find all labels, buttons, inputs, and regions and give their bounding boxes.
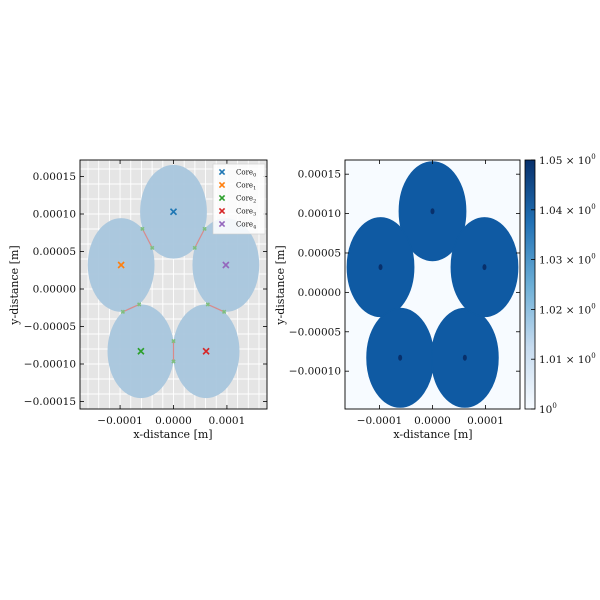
legend-marker-3 — [218, 207, 226, 215]
legend-label-2: Core2 — [236, 195, 256, 205]
right-xtick-label: 0.0000 — [414, 415, 451, 427]
core-marker-3 — [202, 347, 210, 355]
right-chart: −0.0001 0.0000 0.0001 −0.00010 −0.00005 0.000… — [274, 159, 521, 441]
heatmap-core-center-0 — [430, 208, 435, 215]
colorbar-tick-label: 100 — [539, 402, 557, 416]
left-ytick-label: 0.00010 — [33, 209, 76, 221]
left-y-axis-label: y-distance [m] — [8, 245, 21, 325]
left-xtick-label: 0.0000 — [155, 415, 192, 427]
core-marker-2 — [137, 347, 145, 355]
boundary-junction-marker — [192, 245, 197, 251]
left-ytick-label: −0.00010 — [24, 359, 76, 371]
heatmap-core-center-3 — [462, 354, 467, 361]
right-ytick-label: −0.00005 — [289, 326, 341, 338]
boundary-junction-marker — [171, 359, 176, 364]
boundary-junction-marker — [171, 338, 176, 344]
legend: Core0 Core1 Core2 Core3 Core4 — [212, 163, 266, 235]
core-boundary-4-3 — [207, 303, 225, 313]
legend-label-3: Core3 — [236, 208, 256, 218]
core-marker-1 — [117, 261, 125, 269]
heatmap-core-center-4 — [482, 264, 487, 271]
legend-marker-4 — [218, 220, 226, 228]
boundary-junction-marker — [140, 226, 145, 232]
colorbar-tick-label: 1.05 × 100 — [539, 153, 596, 167]
right-xtick-label: −0.0001 — [357, 415, 403, 427]
right-y-axis-label: y-distance [m] — [274, 245, 287, 325]
right-ytick-label: −0.00010 — [289, 366, 341, 378]
left-ytick-label: −0.00015 — [24, 396, 76, 408]
left-ytick-label: 0.00015 — [33, 171, 76, 183]
right-ytick-label: 0.00015 — [298, 169, 341, 181]
left-ytick-label: 0.00000 — [33, 284, 76, 296]
colorbar-tick-label: 1.04 × 100 — [539, 203, 596, 217]
right-ytick-label: 0.00000 — [298, 287, 341, 299]
left-xtick-label: 0.0001 — [209, 415, 246, 427]
core-boundary-0-4 — [194, 228, 206, 249]
core-boundary-1-0 — [141, 228, 153, 249]
right-ytick-label: 0.00005 — [298, 247, 341, 259]
heatmap-core-center-1 — [378, 264, 383, 271]
right-axis-ticks: −0.0001 0.0000 0.0001 −0.00010 −0.00005 0.000… — [289, 160, 520, 427]
boundary-junction-marker — [205, 302, 210, 307]
boundary-junction-marker — [120, 309, 126, 314]
left-axis-ticks: −0.0001 0.0000 0.0001 −0.00015 −0.00010 −0.00… — [24, 160, 267, 427]
colorbar-ticks: 100 1.01 × 100 1.02 × 100 1.03 × 100 1.04 × … — [531, 153, 596, 416]
core-marker-4 — [222, 261, 230, 269]
legend-marker-2 — [218, 194, 226, 202]
left-core-boundaries — [120, 226, 227, 364]
left-x-axis-label: x-distance [m] — [133, 428, 212, 441]
boundary-junction-marker — [221, 309, 227, 314]
boundary-junction-marker — [150, 245, 155, 251]
left-ytick-label: 0.00005 — [33, 246, 76, 258]
core-marker-0 — [169, 208, 178, 216]
legend-label-1: Core1 — [236, 182, 256, 192]
heatmap-core-center-2 — [398, 354, 403, 361]
core-boundary-2-1 — [122, 303, 140, 313]
legend-marker-1 — [218, 181, 226, 189]
right-core-markers — [378, 208, 487, 361]
legend-marker-0 — [218, 168, 226, 176]
left-core-markers — [117, 208, 230, 355]
boundary-junction-marker — [202, 226, 207, 232]
right-xtick-label: 0.0001 — [467, 415, 504, 427]
boundary-junction-marker — [137, 302, 142, 307]
left-ytick-label: −0.00005 — [24, 321, 76, 333]
left-xtick-label: −0.0001 — [97, 415, 143, 427]
right-x-axis-label: x-distance [m] — [393, 428, 472, 441]
colorbar-gradient — [524, 159, 536, 410]
right-ytick-label: 0.00010 — [298, 208, 341, 220]
colorbar: 100 1.01 × 100 1.02 × 100 1.03 × 100 1.04 × … — [524, 153, 596, 416]
legend-label-0: Core0 — [236, 169, 256, 179]
legend-label-4: Core4 — [236, 221, 256, 231]
left-chart: −0.0001 0.0000 0.0001 −0.00015 −0.00010 −0.00… — [8, 159, 268, 441]
colorbar-tick-label: 1.03 × 100 — [539, 253, 596, 267]
colorbar-tick-label: 1.01 × 100 — [539, 352, 596, 366]
colorbar-tick-label: 1.02 × 100 — [539, 302, 596, 316]
